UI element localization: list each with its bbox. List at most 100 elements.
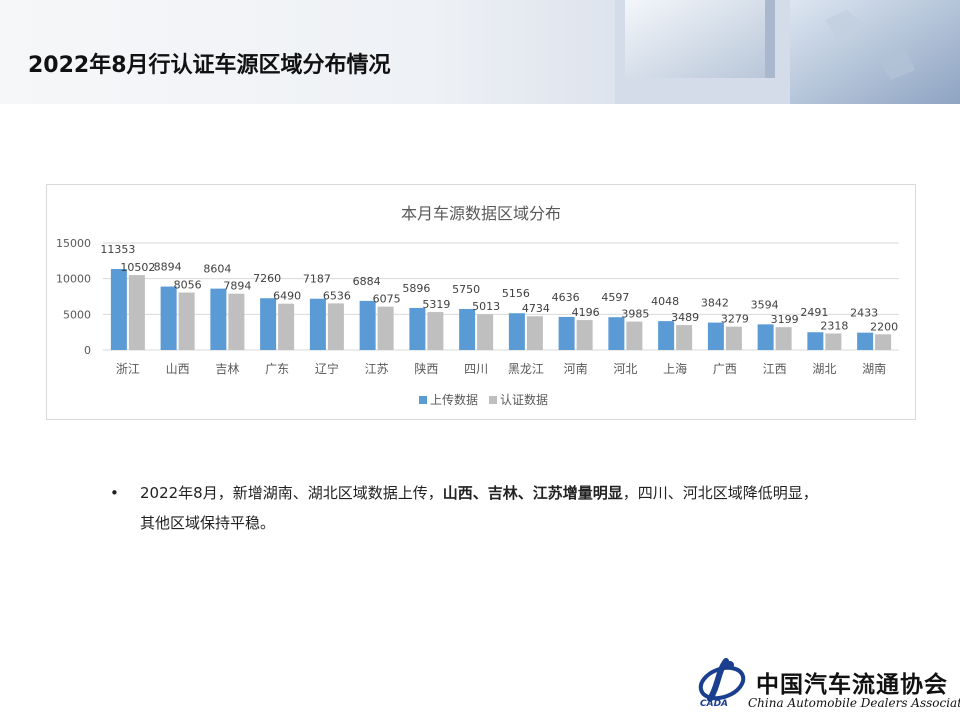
data-label: 8604 — [203, 263, 231, 276]
cada-emblem-icon — [698, 658, 746, 702]
bar — [875, 334, 892, 350]
data-label: 2200 — [870, 320, 898, 333]
data-label: 4734 — [522, 302, 550, 315]
data-label: 2318 — [820, 319, 848, 332]
x-tick-label: 广西 — [713, 362, 737, 376]
data-label: 3279 — [721, 313, 749, 326]
bar — [427, 312, 444, 350]
logo-chinese-name: 中国汽车流通协会 — [756, 671, 948, 698]
bar — [178, 292, 195, 350]
logo-english-name: China Automobile Dealers Association — [748, 696, 960, 710]
bar — [658, 321, 675, 350]
data-label: 11353 — [100, 243, 135, 256]
data-label: 4048 — [651, 295, 679, 308]
bar — [228, 293, 245, 350]
bar — [676, 325, 693, 350]
x-tick-label: 黑龙江 — [508, 362, 544, 376]
bar — [807, 332, 824, 350]
bar — [409, 307, 426, 350]
summary-part2: ，四川、河北区域降低明显，其他区域保持平稳。 — [140, 484, 818, 532]
data-label: 6536 — [323, 289, 351, 302]
data-label: 3489 — [671, 311, 699, 324]
x-tick-label: 河南 — [564, 361, 588, 376]
page-title: 2022年8月行认证车源区域分布情况 — [28, 53, 391, 78]
y-tick-label: 10000 — [56, 273, 91, 286]
data-label: 3199 — [771, 313, 799, 326]
data-label: 4597 — [601, 291, 629, 304]
x-tick-label: 浙江 — [116, 362, 140, 376]
bar — [626, 321, 643, 350]
chart-title: 本月车源数据区域分布 — [401, 204, 561, 223]
bar — [707, 322, 724, 350]
bar — [558, 316, 575, 350]
x-tick-label: 四川 — [464, 362, 488, 376]
bar — [309, 298, 326, 350]
summary-highlight: 山西、吉林、江苏增量明显 — [442, 484, 623, 502]
bar — [160, 286, 177, 350]
summary-part1: 2022年8月，新增湖南、湖北区域数据上传， — [140, 484, 443, 502]
data-label: 5156 — [502, 287, 530, 300]
x-tick-label: 湖南 — [862, 361, 886, 376]
data-label: 7894 — [223, 280, 251, 293]
data-label: 7187 — [303, 273, 331, 286]
header-banner: 2022年8月行认证车源区域分布情况 — [0, 0, 960, 104]
bar-chart: 本月车源数据区域分布 0 5000 10000 15000 11353 10502 浙江 889… — [56, 204, 899, 407]
data-label: 3985 — [621, 308, 649, 321]
data-label: 3842 — [701, 297, 729, 310]
bar — [825, 333, 842, 350]
bar — [128, 275, 145, 350]
data-label: 5750 — [452, 283, 480, 296]
bar — [110, 269, 127, 350]
x-tick-label: 河北 — [613, 362, 637, 376]
bar — [327, 303, 344, 350]
x-tick-label: 辽宁 — [315, 361, 339, 376]
data-label: 3594 — [751, 298, 779, 311]
x-tick-label: 山西 — [166, 362, 190, 376]
data-label: 7260 — [253, 272, 281, 285]
data-label: 5013 — [472, 300, 500, 313]
legend-swatch — [419, 396, 427, 404]
legend-label: 认证数据 — [500, 392, 548, 407]
bar — [608, 317, 625, 350]
bar — [210, 288, 227, 350]
bar — [260, 298, 277, 350]
bar — [377, 306, 394, 350]
data-label: 6884 — [353, 275, 381, 288]
bar — [576, 320, 593, 350]
legend-swatch — [489, 396, 497, 404]
data-label: 10502 — [120, 261, 155, 274]
bar — [725, 326, 742, 350]
bar — [459, 308, 476, 350]
x-tick-label: 广东 — [265, 362, 289, 376]
data-label: 8894 — [154, 261, 182, 274]
x-tick-label: 吉林 — [215, 362, 239, 376]
data-label: 5319 — [422, 298, 450, 311]
data-label: 8056 — [174, 279, 202, 292]
chart-frame: 本月车源数据区域分布 0 5000 10000 15000 11353 10502 浙江 889… — [46, 184, 916, 420]
data-label: 2491 — [800, 306, 828, 319]
legend-label: 上传数据 — [430, 392, 478, 407]
y-tick-label: 15000 — [56, 237, 91, 250]
header-cubes-art — [615, 0, 960, 104]
bar — [757, 324, 774, 350]
cada-logo: CADA 中国汽车流通协会 China Automobile Dealers A… — [694, 655, 960, 715]
data-label: 2433 — [850, 307, 878, 320]
y-tick-label: 0 — [84, 344, 91, 357]
x-tick-label: 上海 — [663, 361, 687, 376]
data-label: 5896 — [402, 282, 430, 295]
bar — [857, 332, 874, 350]
bar — [508, 313, 525, 350]
bar — [477, 314, 494, 350]
bar — [526, 316, 543, 350]
x-tick-label: 陕西 — [414, 361, 438, 376]
bar — [775, 327, 792, 350]
summary-text: 2022年8月，新增湖南、湖北区域数据上传，山西、吉林、江苏增量明显，四川、河北… — [140, 478, 830, 538]
logo-abbr: CADA — [700, 699, 729, 709]
data-label: 6490 — [273, 290, 301, 303]
data-label: 4636 — [552, 291, 580, 304]
x-tick-label: 江西 — [763, 362, 787, 376]
bullet-point: • — [110, 484, 119, 502]
x-tick-label: 湖北 — [812, 361, 836, 376]
data-label: 4196 — [572, 306, 600, 319]
bar — [278, 303, 295, 350]
